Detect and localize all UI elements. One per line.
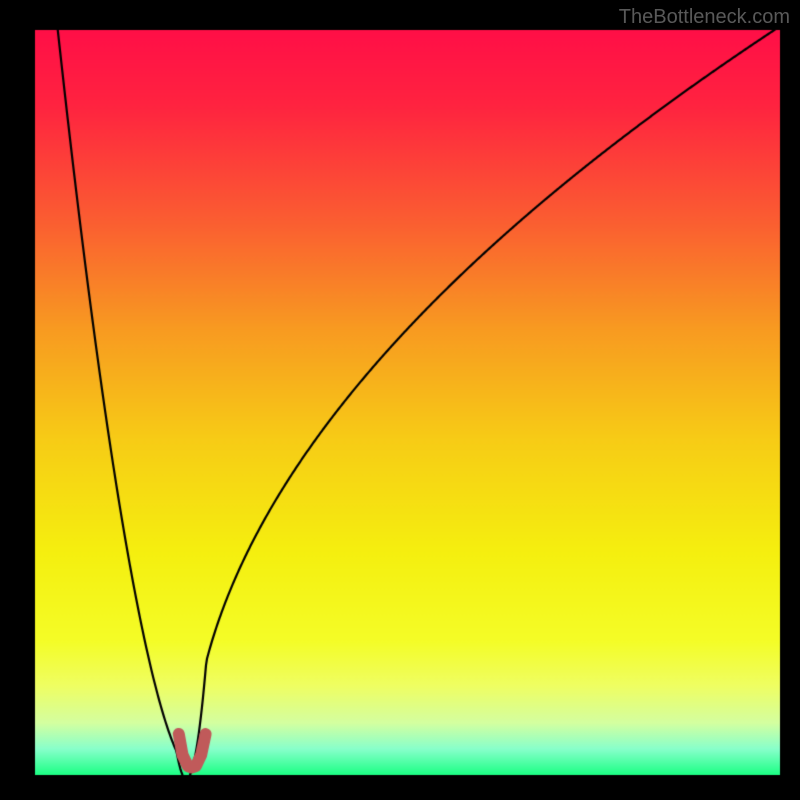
chart-container: TheBottleneck.com bbox=[0, 0, 800, 800]
bottleneck-curve-plot bbox=[0, 0, 800, 800]
